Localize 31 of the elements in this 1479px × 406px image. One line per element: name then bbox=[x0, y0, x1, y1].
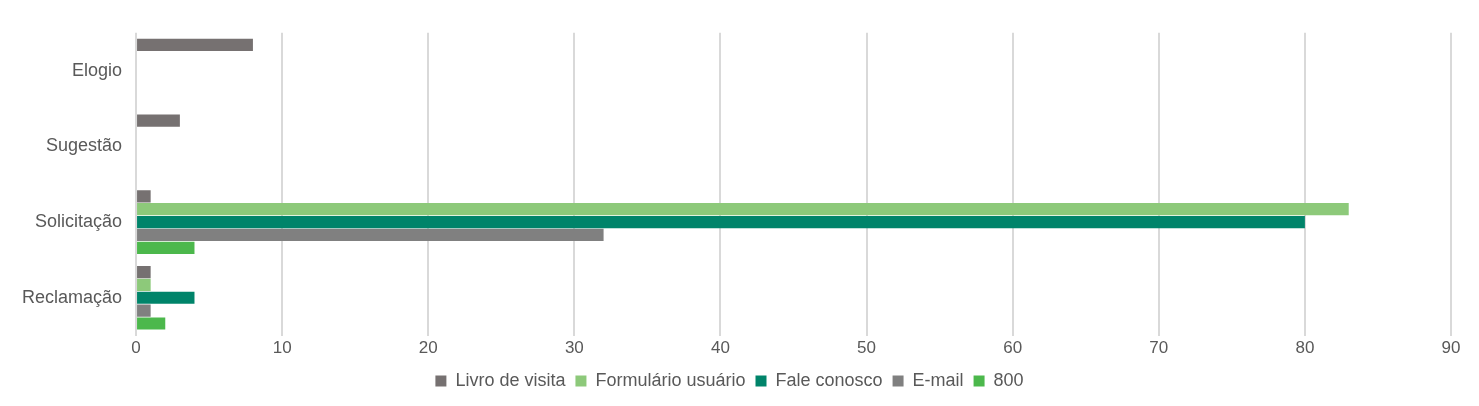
x-tick-label: 50 bbox=[857, 338, 877, 358]
bar bbox=[137, 190, 151, 203]
legend-label: Livro de visita bbox=[455, 369, 567, 390]
bar bbox=[137, 265, 151, 279]
x-tick-label: 80 bbox=[1295, 338, 1315, 358]
bar bbox=[137, 38, 253, 52]
legend-label: Formulário usuário bbox=[595, 369, 746, 390]
y-tick-label: Solicitação bbox=[35, 211, 123, 232]
bar bbox=[137, 203, 1349, 216]
bar bbox=[137, 114, 180, 127]
bar bbox=[137, 291, 195, 304]
y-tick-label: Sugestão bbox=[45, 135, 123, 156]
x-tick-label: 20 bbox=[418, 338, 438, 358]
bar bbox=[137, 278, 151, 291]
x-tick-label: 90 bbox=[1441, 338, 1461, 358]
bar bbox=[137, 228, 604, 242]
y-tick-label: Elogio bbox=[72, 59, 123, 80]
x-tick-label: 0 bbox=[131, 338, 141, 358]
x-tick-label: 60 bbox=[1003, 338, 1023, 358]
x-tick-label: 30 bbox=[564, 338, 584, 358]
x-tick-label: 70 bbox=[1149, 338, 1169, 358]
legend-label: 800 bbox=[993, 369, 1024, 390]
y-tick-label: Reclamação bbox=[22, 286, 123, 307]
bar bbox=[137, 215, 1305, 229]
bar bbox=[137, 304, 151, 317]
legend-label: Fale conosco bbox=[775, 369, 883, 390]
bar bbox=[137, 241, 195, 254]
legend-label: E-mail bbox=[912, 369, 964, 390]
x-tick-label: 40 bbox=[711, 338, 730, 358]
bar bbox=[137, 317, 166, 330]
x-tick-label: 10 bbox=[272, 338, 292, 358]
